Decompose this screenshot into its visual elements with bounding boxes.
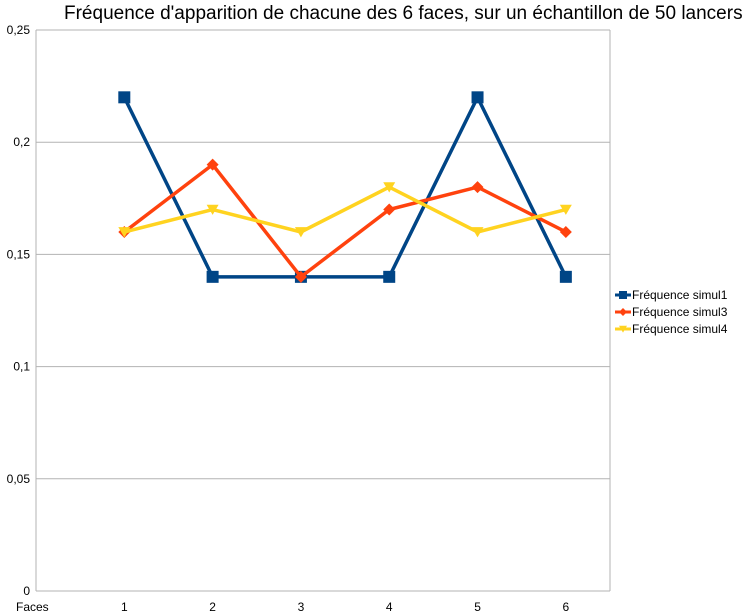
- grid: [36, 29, 610, 592]
- series-line: [123, 185, 567, 234]
- axes: 0 0,05 0,1 0,15 0,2 0,25 Faces 1 2 3 4 5 6: [7, 23, 611, 614]
- data-point: [471, 227, 484, 238]
- data-point: [383, 182, 396, 193]
- y-tick-label: 0,05: [7, 472, 31, 486]
- data-point: [118, 227, 131, 238]
- y-tick-label: 0,15: [7, 247, 31, 261]
- x-tick-label: 1: [121, 600, 128, 614]
- series-3: [118, 182, 572, 238]
- y-tick-label: 0,25: [7, 23, 31, 37]
- data-point: [206, 204, 219, 215]
- legend-label: Fréquence simul1: [632, 288, 728, 302]
- data-point: [383, 270, 396, 283]
- y-tick-label: 0,2: [13, 135, 30, 149]
- legend-entry: Fréquence simul1: [615, 288, 728, 302]
- data-point: [206, 270, 219, 283]
- data-point: [559, 270, 572, 283]
- legend-label: Fréquence simul4: [632, 322, 728, 336]
- data-point: [559, 225, 572, 238]
- series-line: [123, 162, 567, 280]
- x-tick-label: 2: [209, 600, 216, 614]
- data-point: [471, 91, 484, 104]
- x-tick-label: 5: [474, 600, 481, 614]
- series-line: [122, 93, 568, 279]
- data-point: [383, 203, 396, 216]
- legend: Fréquence simul1 Fréquence simul3 Fréquenc…: [615, 288, 728, 336]
- data-point: [118, 91, 131, 104]
- legend-entry: Fréquence simul3: [615, 305, 728, 319]
- legend-swatch-marker: [619, 325, 627, 333]
- x-tick-label: 4: [386, 600, 393, 614]
- legend-entry: Fréquence simul4: [615, 322, 728, 336]
- legend-swatch-marker: [619, 291, 627, 299]
- data-point: [206, 158, 219, 171]
- legend-label: Fréquence simul3: [632, 305, 728, 319]
- x-axis-first-label: Faces: [16, 600, 49, 614]
- chart-title: Fréquence d'apparition de chacune des 6 …: [64, 3, 743, 24]
- y-tick-label: 0: [23, 584, 30, 598]
- data-point: [559, 204, 572, 215]
- series-layer: [118, 91, 572, 283]
- x-tick-label: 6: [563, 600, 570, 614]
- x-tick-label: 3: [298, 600, 305, 614]
- data-point: [471, 181, 484, 194]
- legend-swatch-marker: [619, 308, 627, 316]
- y-tick-label: 0,1: [13, 360, 30, 374]
- data-point: [294, 270, 307, 283]
- data-point: [294, 227, 307, 238]
